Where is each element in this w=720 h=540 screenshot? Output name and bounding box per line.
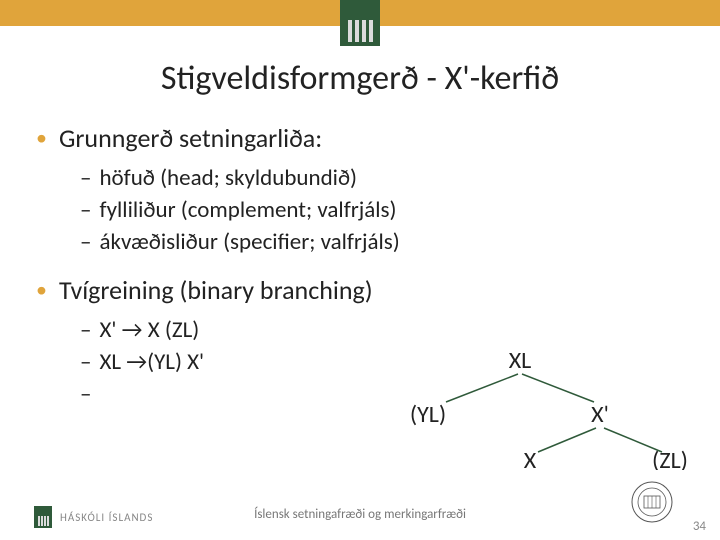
subbullet-3-text: ákvæðisliður (specifier; valfrjáls) <box>99 228 399 256</box>
dash-icon: – <box>80 348 91 376</box>
tree-node-xl: XL <box>509 350 532 375</box>
xbar-tree: XL (YL) X' X (ZL) <box>390 350 690 470</box>
dash-icon: – <box>80 228 91 256</box>
subbullet-2-text: fylliliður (complement; valfrjáls) <box>99 196 396 224</box>
subbullet-3: – ákvæðisliður (specifier; valfrjáls) <box>80 228 690 256</box>
slide-number: 34 <box>693 519 706 534</box>
bullet-1: • Grunngerð setningarliða: <box>36 122 690 154</box>
dash-icon: – <box>80 316 91 344</box>
rule-2-text: XL →(YL) X' <box>99 348 204 376</box>
bullet-1-text: Grunngerð setningarliða: <box>59 122 322 154</box>
subbullet-2: – fylliliður (complement; valfrjáls) <box>80 196 690 224</box>
tree-node-xprime: X' <box>591 400 609 429</box>
bullet-2: • Tvígreining (binary branching) <box>36 274 690 306</box>
tree-node-zl: (ZL) <box>652 446 688 470</box>
bullet-2-text: Tvígreining (binary branching) <box>59 274 373 306</box>
dash-icon: – <box>80 380 91 408</box>
subbullet-1: – höfuð (head; skyldubundið) <box>80 164 690 192</box>
slide: Stigveldisformgerð - X'-kerfið • Grunnge… <box>0 0 720 540</box>
subbullet-1-text: höfuð (head; skyldubundið) <box>99 164 357 192</box>
rule-1: – X' → X (ZL) <box>80 316 690 344</box>
tree-node-yl: (YL) <box>410 400 446 429</box>
tree-node-x: X <box>524 446 537 470</box>
dash-icon: – <box>80 164 91 192</box>
footer-course: Íslensk setningafræði og merkingarfræði <box>0 507 720 522</box>
university-logo-icon <box>340 0 380 46</box>
university-seal-icon <box>630 480 674 524</box>
bullet-icon: • <box>36 274 47 306</box>
rule-1-text: X' → X (ZL) <box>99 316 199 344</box>
slide-title: Stigveldisformgerð - X'-kerfið <box>0 58 720 99</box>
dash-icon: – <box>80 196 91 224</box>
bullet-icon: • <box>36 122 47 154</box>
